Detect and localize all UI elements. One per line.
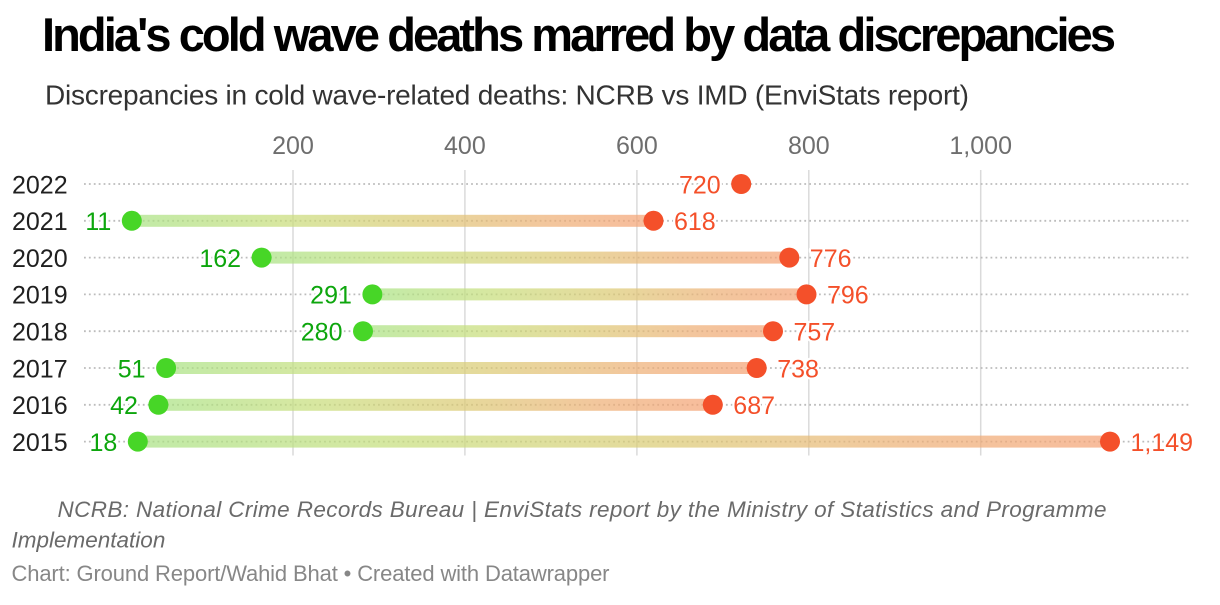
svg-text:280: 280 (301, 319, 343, 347)
svg-text:2019: 2019 (12, 282, 68, 310)
svg-text:2016: 2016 (12, 392, 68, 420)
svg-text:1,000: 1,000 (949, 132, 1012, 160)
svg-text:51: 51 (118, 355, 146, 383)
svg-text:400: 400 (444, 132, 486, 160)
svg-text:India's cold wave deaths marre: India's cold wave deaths marred by data … (42, 8, 1116, 61)
svg-text:2015: 2015 (12, 429, 68, 457)
svg-text:2022: 2022 (12, 171, 68, 199)
svg-text:NCRB: National Crime Records B: NCRB: National Crime Records Bureau | En… (58, 497, 1107, 522)
svg-text:42: 42 (110, 392, 138, 420)
svg-text:18: 18 (89, 429, 117, 457)
svg-text:600: 600 (616, 132, 658, 160)
svg-text:687: 687 (733, 392, 775, 420)
svg-text:796: 796 (827, 282, 869, 310)
svg-text:720: 720 (679, 171, 721, 199)
svg-text:162: 162 (199, 245, 241, 273)
svg-text:291: 291 (310, 282, 352, 310)
svg-text:11: 11 (85, 208, 111, 236)
svg-text:200: 200 (272, 132, 314, 160)
svg-text:757: 757 (794, 319, 836, 347)
svg-text:2020: 2020 (12, 245, 68, 273)
svg-text:618: 618 (674, 208, 716, 236)
svg-text:2021: 2021 (12, 208, 68, 236)
svg-text:800: 800 (788, 132, 830, 160)
svg-text:776: 776 (810, 245, 852, 273)
svg-text:Discrepancies in cold wave-rel: Discrepancies in cold wave-related death… (45, 80, 969, 111)
svg-text:1,149: 1,149 (1131, 429, 1194, 457)
svg-text:Chart: Ground Report/Wahid Bha: Chart: Ground Report/Wahid Bhat • Create… (12, 561, 610, 586)
svg-text:2018: 2018 (12, 319, 68, 347)
svg-text:2017: 2017 (12, 355, 68, 383)
svg-text:738: 738 (777, 355, 819, 383)
svg-text:Implementation: Implementation (12, 528, 166, 553)
